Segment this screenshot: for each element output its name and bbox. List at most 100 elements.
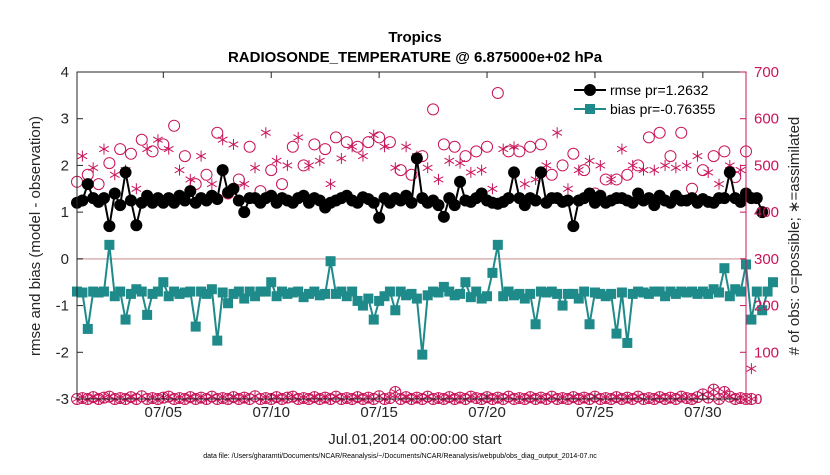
asterisk-stroke (670, 164, 681, 171)
rmse-point (529, 194, 542, 207)
asterisk-stroke (347, 143, 358, 150)
asterisk-stroke (109, 171, 120, 178)
asterisk-stroke (282, 162, 293, 169)
obs-possible-marker (491, 87, 504, 100)
x-tick-label: 07/05 (145, 404, 183, 421)
bias-point (503, 286, 514, 297)
obs-count-layer (71, 87, 758, 405)
bias-point (562, 288, 573, 299)
obs-assimilated-marker (455, 157, 466, 169)
bias-point (627, 288, 638, 299)
obs-assimilated-marker (562, 183, 573, 195)
obs-possible-marker (524, 140, 537, 153)
obs-possible-marker (405, 168, 418, 181)
bias-point (514, 288, 525, 299)
asterisk-stroke (379, 143, 390, 150)
obs-possible-marker (545, 168, 558, 181)
rmse-point (184, 185, 197, 198)
x-tick-label: 07/10 (252, 404, 290, 421)
asterisk-stroke (163, 145, 174, 153)
bias-point (330, 288, 341, 299)
rmse-point (626, 196, 639, 209)
rmse-point (502, 192, 515, 205)
y-left-tick-label: 0 (61, 251, 69, 268)
bias-point (444, 286, 455, 297)
rmse-point (227, 182, 240, 195)
asterisk-stroke (616, 145, 627, 153)
asterisk-stroke (336, 155, 347, 162)
bias-point (260, 286, 271, 297)
asterisk-stroke (384, 394, 395, 402)
obs-assimilated-marker (303, 159, 315, 171)
obs-assimilated-marker (196, 150, 207, 162)
bias-point (282, 288, 293, 299)
obs-possible-marker (200, 168, 213, 181)
bias-point (681, 287, 692, 298)
legend-rmse-label: rmse pr=1.2632 (610, 82, 709, 98)
asterisk-stroke (638, 166, 649, 174)
bias-point (341, 291, 352, 302)
bias-point (411, 293, 422, 304)
bias-point (746, 314, 757, 325)
bias-point (390, 305, 401, 316)
bias-point (379, 291, 390, 302)
bias-point (77, 287, 88, 298)
asterisk-stroke (390, 164, 401, 171)
rmse-point (534, 166, 547, 179)
obs-assimilated-marker (336, 152, 347, 164)
rmse-point (583, 187, 596, 200)
obs-assimilated-marker (638, 164, 649, 176)
obs-possible-marker (459, 150, 472, 163)
legend-rmse-marker (584, 84, 596, 96)
obs-assimilated-marker (379, 141, 390, 153)
obs-possible-marker (448, 140, 461, 153)
obs-assimilated-marker (390, 162, 401, 174)
bias-point (239, 293, 250, 304)
bias-point (212, 335, 223, 346)
obs-assimilated-marker (174, 164, 185, 176)
bias-point (228, 288, 239, 299)
bias-point (482, 291, 493, 302)
bias-point (185, 286, 196, 297)
x-tick-label: 07/30 (684, 404, 722, 421)
bias-point (368, 314, 379, 325)
bias-point (687, 286, 698, 297)
obs-possible-marker (124, 147, 137, 160)
obs-possible-marker (556, 159, 569, 172)
rmse-point (756, 206, 769, 219)
bias-point (98, 286, 109, 297)
bias-point (152, 286, 163, 297)
bias-point (724, 291, 735, 302)
bias-point (455, 288, 466, 299)
obs-assimilated-marker (552, 127, 563, 139)
bias-point (250, 291, 261, 302)
asterisk-stroke (142, 145, 153, 153)
bias-point (266, 277, 277, 288)
asterisk-stroke (714, 180, 725, 188)
obs-assimilated-marker (476, 164, 487, 176)
bias-point (244, 286, 255, 297)
obs-assimilated-marker (433, 173, 444, 185)
bias-point (643, 288, 654, 299)
rmse-point (232, 194, 245, 207)
rmse-point (114, 199, 127, 212)
asterisk-stroke (293, 134, 304, 141)
y-right-tick-label: 0 (754, 391, 762, 408)
rmse-point (108, 187, 121, 200)
asterisk-stroke (77, 152, 88, 160)
y-right-tick-label: 400 (754, 204, 779, 221)
asterisk-stroke (595, 162, 606, 169)
obs-assimilated-marker (616, 143, 627, 155)
asterisk-stroke (562, 185, 573, 192)
obs-possible-marker (534, 138, 547, 151)
rmse-point (432, 199, 445, 212)
asterisk-stroke (649, 166, 660, 174)
rmse-point (410, 152, 423, 165)
bias-point (519, 293, 530, 304)
obs-assimilated-marker (627, 159, 638, 171)
asterisk-stroke (719, 388, 730, 396)
obs-possible-marker (103, 157, 116, 170)
obs-possible-marker (265, 164, 278, 177)
asterisk-stroke (476, 166, 487, 174)
